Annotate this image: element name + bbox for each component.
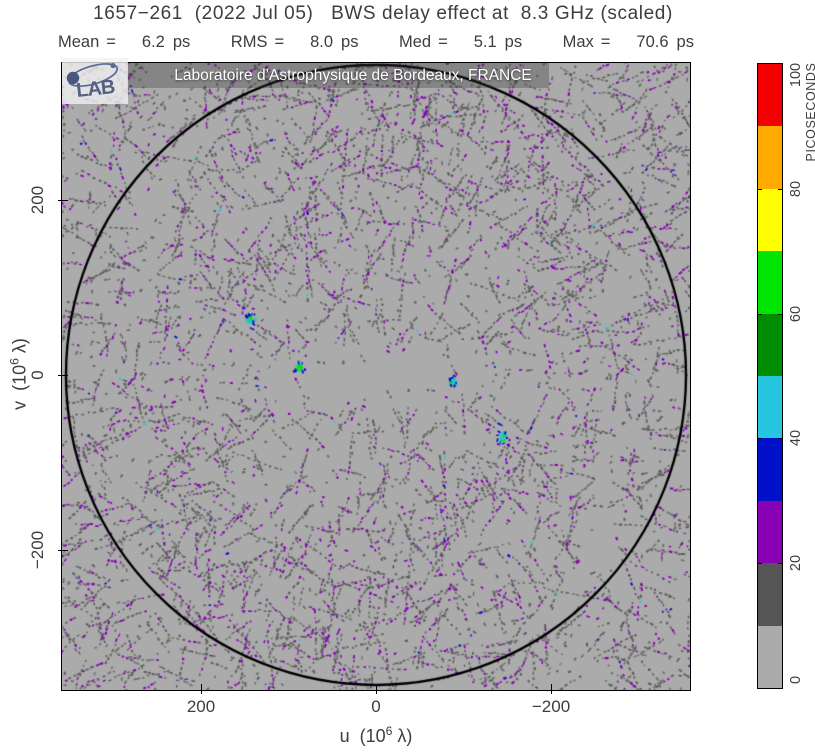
y-axis-tick	[58, 200, 68, 201]
stat-equals: =	[438, 33, 448, 51]
lab-logo: LAB	[62, 58, 128, 104]
watermark-text: Laboratoire d’Astrophysique de Bordeaux,…	[174, 66, 532, 84]
y-axis-tick-label: 0	[28, 370, 47, 380]
colorbar-band	[758, 64, 782, 127]
colorbar-tick-label: 60	[788, 305, 804, 322]
stat-label: Mean	[58, 33, 100, 51]
colorbar-tick	[758, 313, 762, 315]
x-axis-tick-label: 0	[371, 697, 381, 716]
stat-equals: =	[274, 33, 285, 51]
y-axis-label-prefix: v (10	[9, 364, 30, 410]
colorbar-tick-label: 0	[788, 675, 804, 685]
colorbar-tick-label: 20	[788, 555, 804, 572]
stat-equals: =	[106, 33, 116, 51]
x-axis-tick	[376, 684, 377, 694]
stat-label: Med	[398, 33, 432, 51]
colorbar-band	[758, 375, 782, 439]
lab-logo-moon-icon	[110, 62, 116, 69]
colorbar-tick	[778, 563, 782, 565]
x-axis-label-prefix: u (10	[339, 726, 386, 746]
stat-value: 8.0	[310, 33, 334, 51]
y-axis-label-suffix: λ)	[9, 338, 30, 359]
colorbar-band	[758, 625, 782, 688]
y-axis-tick-label: 200	[28, 185, 47, 215]
y-axis-tick	[58, 550, 68, 551]
stat-label: Max	[562, 33, 594, 51]
colorbar-band	[758, 500, 782, 564]
colorbar-band	[758, 251, 782, 314]
y-axis-label-exponent: 6	[7, 358, 22, 365]
stat-unit: ps	[341, 33, 359, 51]
stat-item: Med = 5.1 ps	[399, 33, 522, 52]
stat-unit: ps	[172, 33, 191, 51]
y-axis-tick-label: −200	[28, 530, 47, 570]
watermark-band: Laboratoire d’Astrophysique de Bordeaux,…	[127, 63, 549, 88]
stat-value: 5.1	[473, 33, 497, 51]
stat-unit: ps	[676, 33, 694, 51]
colorbar-tick-label: 100	[788, 62, 804, 88]
colorbar-band	[758, 313, 782, 376]
uv-plot-area: Laboratoire d’Astrophysique de Bordeaux,…	[58, 58, 691, 694]
colorbar-tick	[758, 563, 762, 565]
colorbar-tick	[778, 313, 782, 315]
plot-title: 1657−261 (2022 Jul 05) BWS delay effect …	[93, 3, 673, 24]
colorbar-tick-label: 40	[788, 430, 804, 447]
x-axis-tick-label: −200	[531, 697, 571, 716]
stat-unit: ps	[504, 33, 523, 51]
colorbar-tick	[758, 438, 762, 440]
x-axis-label-suffix: λ)	[392, 726, 413, 746]
colorbar-unit-label: PICOSECONDS	[804, 62, 815, 162]
x-axis-tick	[551, 684, 552, 694]
lab-logo-planet-icon	[66, 71, 80, 85]
stat-item: Mean = 6.2 ps	[58, 33, 190, 52]
colorbar-band	[758, 188, 782, 252]
colorbar-tick-label: 80	[788, 180, 804, 197]
x-axis-tick-label: 200	[186, 697, 216, 716]
stat-value: 70.6	[636, 33, 669, 51]
x-axis-label-exponent: 6	[385, 724, 393, 738]
stat-label: RMS	[230, 33, 268, 51]
colorbar-tick	[778, 438, 782, 440]
stat-equals: =	[600, 33, 611, 51]
stat-value: 6.2	[141, 33, 165, 51]
lab-logo-text: LAB	[75, 76, 116, 102]
x-axis-tick	[201, 684, 202, 694]
stat-item: Max = 70.6 ps	[563, 33, 694, 52]
colorbar	[757, 63, 783, 689]
uv-scatter-canvas	[62, 63, 690, 690]
colorbar-tick	[778, 188, 782, 190]
colorbar-band	[758, 126, 782, 189]
y-axis-tick	[58, 375, 68, 376]
stats-row: Mean = 6.2 ps RMS = 8.0 ps Med = 5.1 ps Max = 70.6 ps	[58, 33, 694, 52]
colorbar-tick	[758, 188, 762, 190]
stat-item: RMS = 8.0 ps	[231, 33, 359, 52]
colorbar-band	[758, 438, 782, 501]
x-axis-label: u (106 λ)	[62, 724, 690, 747]
colorbar-band	[758, 563, 782, 626]
